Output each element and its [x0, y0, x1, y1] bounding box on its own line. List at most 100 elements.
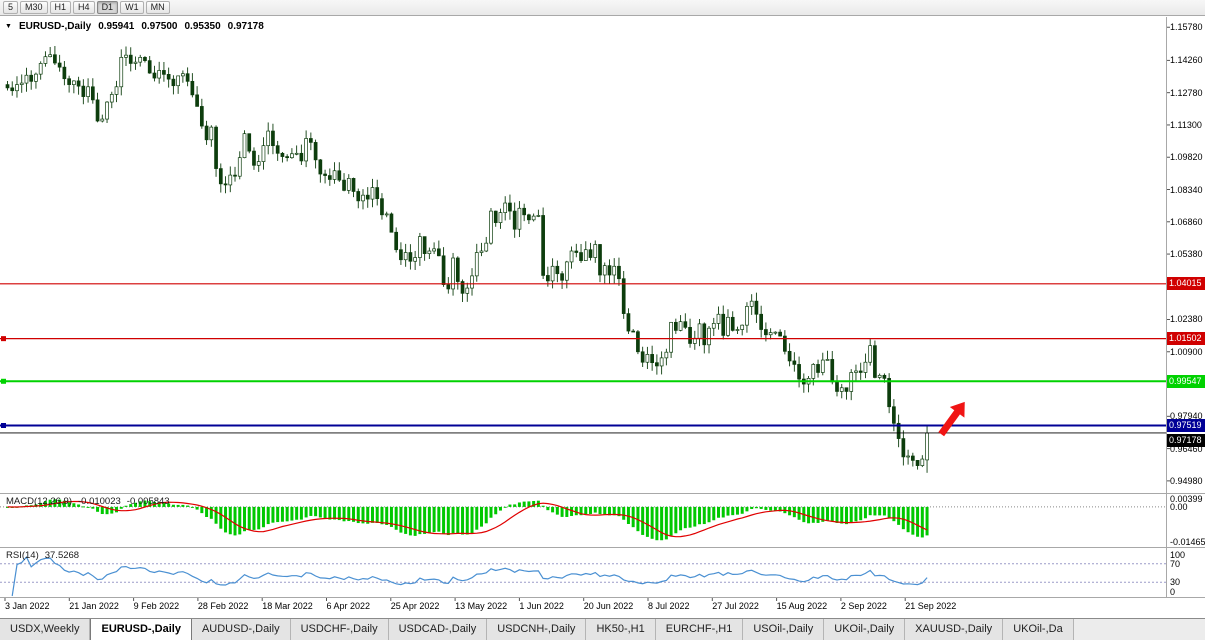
time-axis[interactable]	[0, 598, 1166, 617]
macd-histogram-bar	[911, 506, 915, 535]
macd-histogram-bar	[551, 506, 555, 513]
timeframe-button-m5[interactable]: 5	[3, 1, 19, 14]
macd-histogram-bar	[830, 506, 834, 522]
date-label: 6 Apr 2022	[326, 601, 371, 611]
main-chart-plot[interactable]	[0, 17, 1166, 492]
candle-body	[204, 125, 209, 141]
candle-body	[598, 244, 602, 276]
candle-body	[593, 244, 598, 258]
date-label: 13 May 2022	[455, 601, 508, 611]
chart-tab-hk50-h1[interactable]: HK50-,H1	[586, 619, 656, 640]
macd-histogram-bar	[456, 506, 460, 534]
candle-body	[38, 63, 43, 75]
candle-body	[906, 455, 910, 458]
candle-body	[844, 387, 849, 392]
macd-histogram-bar	[498, 506, 502, 511]
candle-body	[607, 265, 612, 276]
candle-body	[432, 248, 436, 252]
chart-tab-usdcad-daily[interactable]: USDCAD-,Daily	[388, 619, 488, 640]
candle-body	[498, 212, 503, 224]
line-anchor-marker[interactable]	[1, 336, 6, 342]
macd-histogram-bar	[380, 506, 384, 525]
macd-histogram-bar	[432, 506, 436, 533]
candle-body	[190, 80, 195, 96]
candle-body	[602, 265, 607, 276]
line-anchor-marker[interactable]	[1, 378, 6, 384]
timeframe-button-h1[interactable]: H1	[49, 1, 72, 14]
candle-body	[261, 145, 266, 162]
macd-histogram-bar	[702, 506, 706, 525]
macd-histogram-bar	[276, 506, 280, 523]
chart-tab-eurchf-h1[interactable]: EURCHF-,H1	[655, 619, 744, 640]
timeframe-button-m30[interactable]: M30	[20, 1, 48, 14]
chart-tab-usdchf-daily[interactable]: USDCHF-,Daily	[290, 619, 389, 640]
macd-histogram-bar	[72, 503, 76, 507]
chart-symbol-label: EURUSD-,Daily	[18, 21, 92, 32]
macd-histogram-bar	[532, 500, 536, 507]
macd-panel[interactable]	[0, 494, 1166, 547]
price-axis[interactable]	[1166, 17, 1205, 597]
macd-axis-label: -0.01465	[1170, 536, 1205, 547]
candle-body	[181, 73, 185, 77]
date-label: 1 Jun 2022	[519, 601, 564, 611]
candle-body	[199, 106, 204, 127]
candle-body	[683, 321, 688, 328]
candle-body	[484, 242, 489, 252]
candle-body	[901, 438, 906, 458]
date-label: 9 Feb 2022	[133, 601, 180, 611]
candle-body	[764, 329, 768, 336]
timeframe-button-mn[interactable]: MN	[145, 1, 170, 14]
macd-histogram-bar	[612, 506, 616, 516]
candle-body	[76, 80, 81, 87]
candle-body	[24, 74, 29, 84]
macd-histogram-bar	[735, 506, 739, 515]
macd-histogram-bar	[318, 506, 322, 518]
macd-histogram-bar	[645, 506, 649, 537]
macd-histogram-bar	[527, 501, 531, 507]
macd-histogram-bar	[925, 506, 929, 536]
rsi-panel[interactable]	[0, 548, 1166, 597]
macd-histogram-bar	[607, 506, 611, 516]
candle-body	[664, 351, 669, 359]
up-arrow-annotation[interactable]	[934, 397, 972, 440]
macd-histogram-bar	[475, 506, 479, 530]
line-anchor-marker[interactable]	[1, 423, 6, 429]
chart-tab-audusd-daily[interactable]: AUDUSD-,Daily	[191, 619, 291, 640]
macd-histogram-bar	[110, 506, 114, 514]
candle-body	[361, 194, 365, 202]
chart-tab-xauusd-daily[interactable]: XAUUSD-,Daily	[905, 619, 1004, 640]
macd-histogram-bar	[712, 506, 716, 521]
candle-body	[128, 54, 133, 64]
candle-body	[754, 300, 759, 315]
chart-tab-usdx-weekly[interactable]: USDX,Weekly	[0, 619, 91, 640]
macd-histogram-bar	[669, 506, 673, 536]
timeframe-button-d1[interactable]: D1	[96, 1, 119, 14]
macd-histogram-bar	[674, 506, 678, 534]
candle-body	[209, 126, 214, 141]
candle-body	[640, 351, 645, 363]
timeframe-button-h4[interactable]: H4	[73, 1, 95, 14]
macd-histogram-bar	[622, 506, 626, 520]
candle-body	[43, 56, 48, 64]
macd-histogram-bar	[816, 506, 820, 523]
candle-body	[53, 54, 57, 64]
candle-body	[5, 84, 10, 89]
chart-tab-usoil-daily[interactable]: USOil-,Daily	[743, 619, 825, 640]
timeframe-button-w1[interactable]: W1	[120, 1, 144, 14]
candle-body	[527, 214, 531, 221]
macd-histogram-bar	[617, 506, 621, 517]
candle-body	[579, 252, 583, 261]
chart-tab-ukoil-daily[interactable]: UKOil-,Daily	[824, 619, 906, 640]
candle-body	[451, 257, 455, 290]
price-line-badge: 0.99547	[1167, 374, 1205, 388]
candle-body	[394, 231, 399, 251]
chart-tab-usdcnh-daily[interactable]: USDCNH-,Daily	[487, 619, 587, 640]
candle-body	[564, 261, 569, 281]
macd-histogram-bar	[807, 506, 811, 524]
candle-body	[399, 249, 403, 261]
macd-histogram-bar	[356, 506, 360, 524]
chart-tab-ukoil-da[interactable]: UKOil-,Da	[1003, 619, 1074, 640]
candle-body	[711, 323, 716, 329]
chart-tab-eurusd-daily[interactable]: EURUSD-,Daily	[90, 619, 192, 640]
